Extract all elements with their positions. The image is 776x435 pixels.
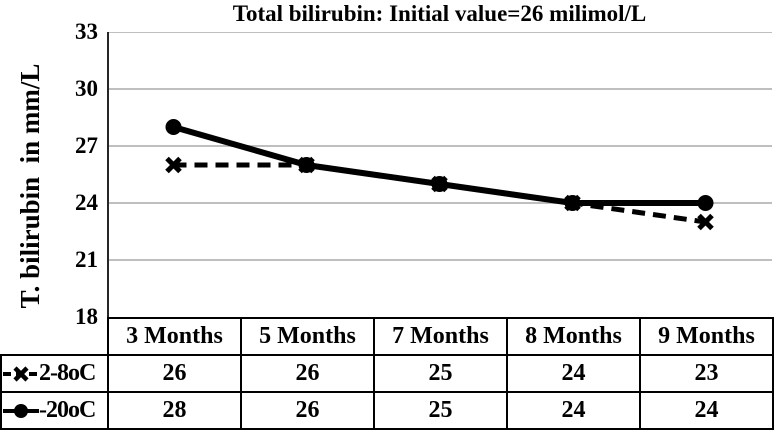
chart-title: Total bilirubin: Initial value=26 milimo… [232,1,647,26]
x-marker [697,213,714,231]
legend-cell: -20oC [0,391,109,430]
table-header-cell: 8 Months [506,317,641,356]
y-tick-label: 27 [75,133,98,158]
y-tick-label: 33 [75,19,98,44]
circle-marker [697,195,714,211]
series-line-2-8oC [173,162,706,225]
circle-marker [564,195,581,211]
legend-key-x-icon [3,365,39,382]
table-value-cell: 24 [639,391,774,430]
table-value-cell: 25 [373,391,508,430]
table-header-row: 3 Months 5 Months 7 Months 8 Months 9 Months [1,317,774,356]
legend-key-circle-icon [3,403,39,418]
circle-marker [431,176,448,192]
legend-cell: 2-8oC [0,354,109,393]
y-tick-label: 24 [75,190,98,215]
table-header-cell: 3 Months [107,317,242,356]
table-value-cell: 24 [506,391,641,430]
table-value-cell: 26 [240,391,375,430]
table-header-cell: 7 Months [373,317,508,356]
table-header-cell: 5 Months [240,317,375,356]
legend-series-name: 2-8oC [39,360,96,386]
x-marker [165,156,182,174]
table-value-cell: 26 [240,354,375,393]
table-header-cell: 9 Months [639,317,774,356]
table-value-cell: 28 [107,391,242,430]
legend-series-name: -20oC [39,397,96,423]
y-tick-label: 30 [75,76,98,101]
circle-marker [298,157,315,173]
table-series-row: 2-8oC 26 26 25 24 23 [0,354,774,393]
table-value-cell: 24 [506,354,641,393]
table-value-cell: 23 [639,354,774,393]
table-corner-blank [1,318,108,355]
table-series-row: -20oC 28 26 25 24 24 [0,391,774,430]
chart-data-table: 3 Months 5 Months 7 Months 8 Months 9 Months… [0,317,774,430]
table-value-cell: 26 [107,354,242,393]
circle-marker [165,119,182,135]
plot-area [107,32,772,317]
y-tick-label: 21 [75,247,98,272]
y-tick-label: 18 [75,304,98,329]
table-value-cell: 25 [373,354,508,393]
